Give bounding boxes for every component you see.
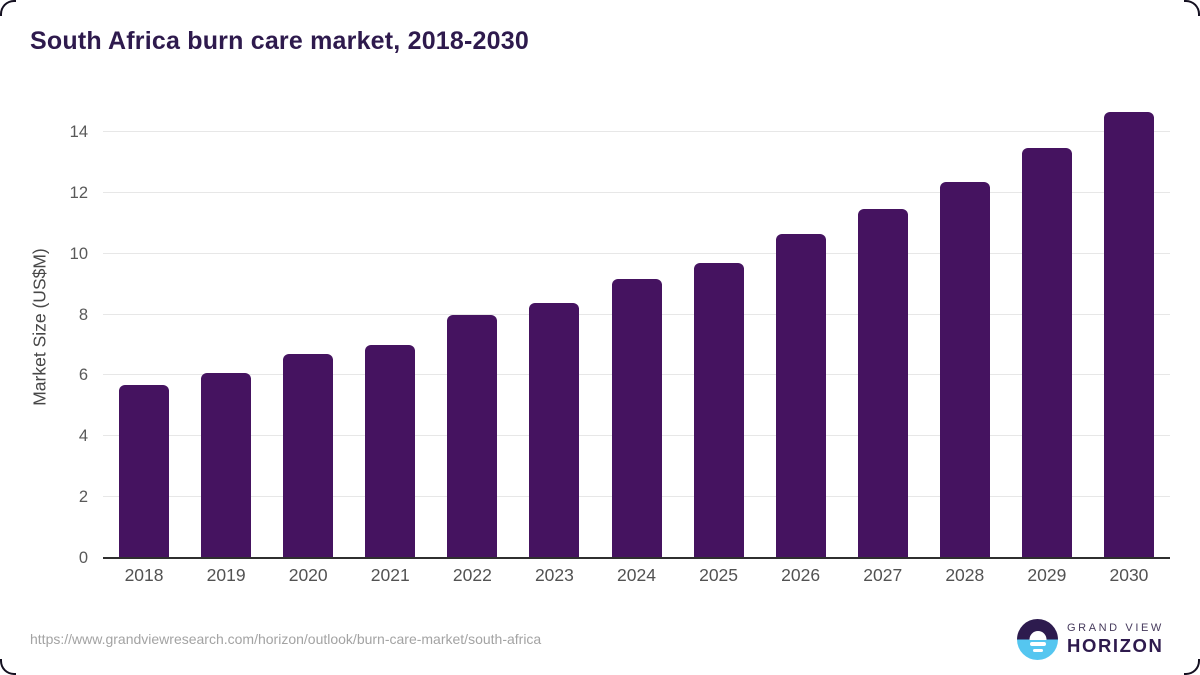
y-tick-label-0: 0 bbox=[78, 549, 88, 567]
x-axis-line bbox=[103, 557, 1170, 559]
x-tick-label-2029: 2029 bbox=[1027, 565, 1067, 585]
bar-2020 bbox=[283, 354, 334, 558]
x-tick-label-2025: 2025 bbox=[699, 565, 739, 585]
x-tick-label-2028: 2028 bbox=[945, 565, 985, 585]
y-tick-label-2: 2 bbox=[78, 488, 88, 507]
logo-text-grand-view: GRAND VIEW bbox=[1067, 622, 1164, 634]
bar-2024 bbox=[611, 279, 662, 558]
y-tick-label-6: 6 bbox=[78, 366, 88, 385]
x-tick-label-2022: 2022 bbox=[452, 565, 492, 585]
x-axis-tick-labels: 2018 2019 2020 2021 2022 2023 2024 2025 2026 2027… bbox=[103, 565, 1170, 591]
sun-reflection-bar-2 bbox=[1032, 648, 1043, 652]
y-tick-label-8: 8 bbox=[78, 305, 88, 324]
plot-area bbox=[103, 100, 1170, 559]
x-tick-label-2023: 2023 bbox=[534, 565, 574, 585]
x-tick-label-2026: 2026 bbox=[781, 565, 821, 585]
x-tick-label-2019: 2019 bbox=[206, 565, 246, 585]
chart-title: South Africa burn care market, 2018-2030 bbox=[30, 27, 529, 55]
gridline-14 bbox=[103, 130, 1170, 132]
x-tick-label-2018: 2018 bbox=[124, 565, 164, 585]
x-tick-label-2021: 2021 bbox=[370, 565, 410, 585]
x-tick-label-2024: 2024 bbox=[617, 565, 656, 585]
card-corner-bottom-right bbox=[1184, 659, 1200, 675]
y-tick-label-10: 10 bbox=[69, 244, 88, 263]
bar-2022 bbox=[447, 315, 498, 558]
y-tick-label-12: 12 bbox=[69, 183, 88, 202]
y-tick-label-4: 4 bbox=[78, 427, 88, 446]
card-corner-top-left bbox=[0, 0, 16, 16]
grand-view-horizon-logo: GRAND VIEW HORIZON bbox=[1017, 619, 1164, 660]
gridline-12 bbox=[103, 191, 1170, 193]
bar-2030 bbox=[1103, 111, 1154, 558]
horizon-sun-icon bbox=[1017, 619, 1058, 660]
x-tick-label-2027: 2027 bbox=[863, 565, 903, 585]
card-corner-bottom-left bbox=[0, 659, 16, 675]
logo-text-horizon: HORIZON bbox=[1067, 635, 1164, 656]
sun-reflection-bar-1 bbox=[1029, 642, 1046, 646]
bar-2025 bbox=[693, 263, 744, 558]
sun-dome-shape bbox=[1029, 631, 1046, 640]
bar-2029 bbox=[1021, 148, 1072, 558]
logo-text: GRAND VIEW HORIZON bbox=[1067, 622, 1164, 657]
bar-2026 bbox=[775, 233, 826, 558]
bar-2023 bbox=[529, 302, 580, 558]
x-tick-label-2030: 2030 bbox=[1109, 565, 1149, 585]
y-tick-label-14: 14 bbox=[69, 122, 88, 141]
bar-2021 bbox=[365, 345, 416, 558]
card-corner-top-right bbox=[1184, 0, 1200, 16]
bar-2019 bbox=[201, 373, 252, 558]
bar-2027 bbox=[857, 209, 908, 558]
gridline-10 bbox=[103, 252, 1170, 254]
y-axis-tick-labels: 0 2 4 6 8 10 12 14 bbox=[0, 100, 88, 567]
bar-2018 bbox=[119, 385, 170, 558]
bar-2028 bbox=[939, 181, 990, 558]
x-tick-label-2020: 2020 bbox=[288, 565, 328, 585]
source-url: https://www.grandviewresearch.com/horizo… bbox=[30, 631, 542, 647]
